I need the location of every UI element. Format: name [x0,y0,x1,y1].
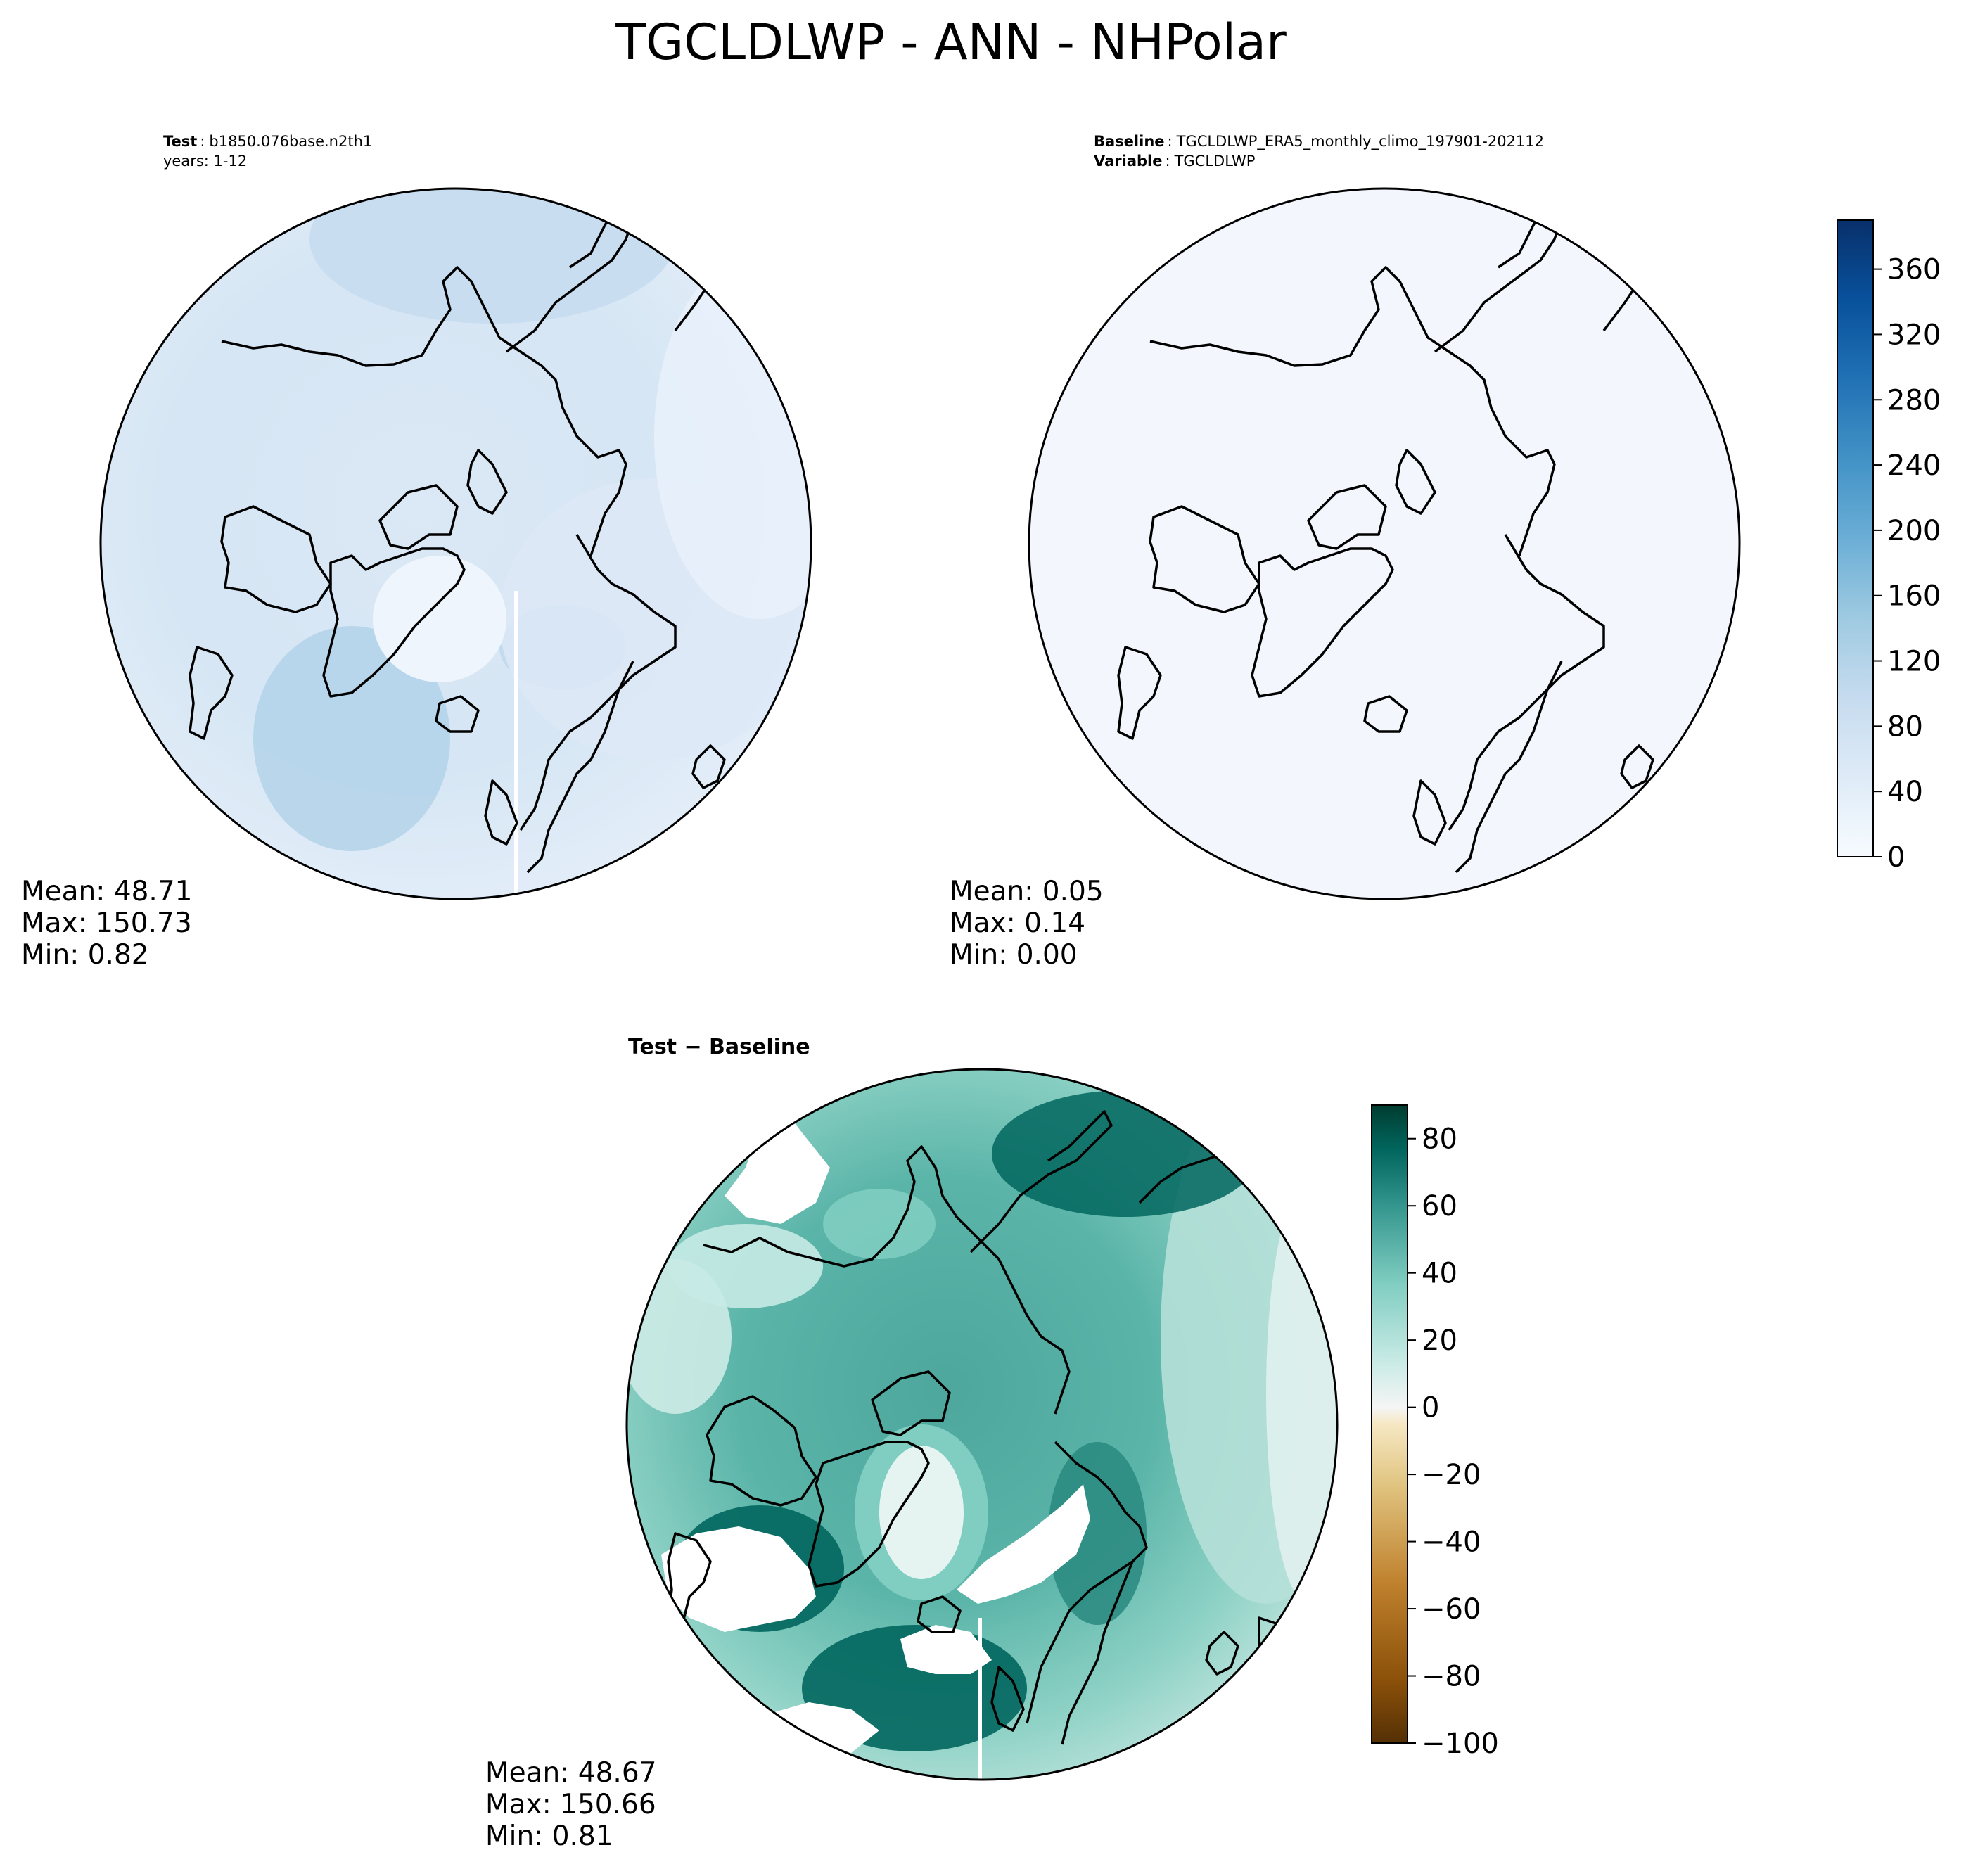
main-colorbar: 0 40 80 120 160 200 240 280 320 360 [1837,219,1941,874]
colorbar-tick-label: −80 [1422,1661,1481,1693]
test-coastlines [189,203,789,874]
diff-missing-region [725,1104,830,1224]
main-colorbar-frame [1837,219,1874,857]
colorbar-tick-label: 200 [1887,515,1941,547]
baseline-label: Baseline [1094,133,1165,150]
diff-stat-max: Max: 150.66 [485,1789,656,1820]
colorbar-tick-label: 0 [1887,841,1905,874]
colorbar-tick-label: 20 [1422,1325,1457,1357]
main-colorbar-ticks: 0 40 80 120 160 200 240 280 320 360 [1873,254,1941,874]
test-data-gap [514,591,518,899]
colorbar-tick-label: 0 [1422,1392,1439,1424]
diff-colorbar: −100 −80 −60 −40 −20 0 20 40 60 80 [1371,1104,1499,1760]
test-panel: Test: b1850.076base.n2th1 years: 1-12 [21,133,812,971]
baseline-map-boundary [1028,187,1741,900]
colorbar-tick-label: −40 [1422,1526,1481,1559]
diff-colorbar-ticks: −100 −80 −60 −40 −20 0 20 40 60 80 [1408,1123,1499,1760]
diff-field-patch [668,1224,823,1308]
diff-field-patch [992,1090,1259,1217]
colorbar-tick-label: 40 [1887,776,1923,808]
test-map [101,189,811,899]
diff-field-patch [1266,1182,1337,1604]
test-stat-min: Min: 0.82 [21,939,149,971]
diff-map-boundary [625,1068,1339,1781]
colorbar-tick-label: 320 [1887,319,1941,351]
colorbar-tick-label: 240 [1887,449,1941,482]
colorbar-tick-label: 80 [1422,1123,1457,1156]
diff-stat-min: Min: 0.81 [485,1820,613,1852]
colorbar-tick-label: 60 [1422,1190,1457,1223]
test-stat-mean: Mean: 48.71 [21,876,192,907]
baseline-panel: Baseline: TGCLDLWP_ERA5_monthly_climo_197… [950,133,1741,971]
main-colorbar-fill [1837,220,1873,857]
test-panel-years: years: 1-12 [163,153,247,170]
colorbar-tick-label: −60 [1422,1593,1481,1626]
test-case-name: b1850.076base.n2th1 [209,133,372,150]
diff-field-patch [1048,1442,1147,1625]
colorbar-tick-label: 160 [1887,580,1941,613]
test-panel-title: Test: b1850.076base.n2th1 [163,133,372,150]
colorbar-tick-label: 120 [1887,646,1941,678]
test-map-boundary [99,187,812,900]
figure-title: TGCLDLWP - ANN - NHPolar [615,13,1287,71]
diff-colorbar-frame [1371,1104,1408,1744]
diff-missing-region [957,1484,1090,1604]
baseline-case-name: TGCLDLWP_ERA5_monthly_climo_197901-20211… [1176,133,1544,151]
diff-coastlines [667,1110,1289,1745]
test-field-patch [654,253,811,619]
diff-panel-title: Test − Baseline [628,1035,810,1059]
baseline-stat-min: Min: 0.00 [950,939,1078,971]
test-field-patch [373,556,506,682]
colorbar-tick-label: 80 [1887,710,1923,743]
diff-field-patch [879,1446,964,1579]
baseline-label-sep: : [1168,133,1173,150]
test-field-patch [309,189,675,324]
diff-data-gap [978,1618,982,1780]
variable-label: Variable [1094,153,1162,170]
baseline-stat-max: Max: 0.14 [950,907,1085,939]
baseline-stat-mean: Mean: 0.05 [950,876,1104,907]
test-field-patch [253,626,450,851]
variable-label-sep: : [1165,153,1170,170]
colorbar-tick-label: −20 [1422,1459,1481,1491]
baseline-map-field [1029,189,1740,899]
colorbar-tick-label: 40 [1422,1258,1457,1290]
colorbar-tick-label: 280 [1887,384,1941,416]
baseline-map [1029,189,1740,899]
baseline-panel-title: Baseline: TGCLDLWP_ERA5_monthly_climo_197… [1094,133,1544,151]
diff-missing-region [661,1526,816,1632]
colorbar-tick-label: 360 [1887,254,1941,286]
test-label: Test [163,133,197,150]
colorbar-tick-label: −100 [1422,1728,1499,1760]
diff-colorbar-fill [1372,1105,1408,1743]
diff-stat-mean: Mean: 48.67 [485,1757,656,1789]
baseline-panel-variable: Variable: TGCLDLWP [1094,153,1255,170]
diff-missing-region [900,1625,992,1674]
diff-field-patch [823,1189,936,1259]
test-stat-max: Max: 150.73 [21,907,192,939]
diff-panel: Test − Baseline [485,1035,1339,1852]
test-label-sep: : [200,133,205,150]
variable-name: TGCLDLWP [1174,153,1256,170]
